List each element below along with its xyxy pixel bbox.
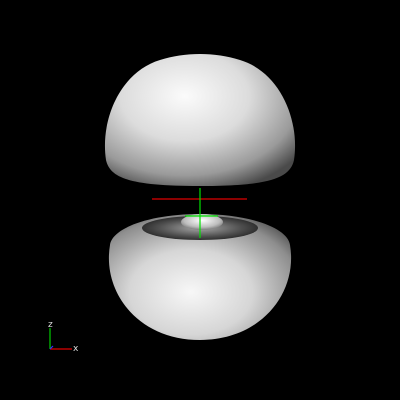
inner-lens	[181, 214, 223, 230]
triad-z-label: z	[48, 320, 53, 330]
triad-y-axis	[49, 345, 54, 350]
lower-lobe	[108, 214, 292, 340]
upper-lobe	[104, 54, 296, 186]
orientation-triad: x z	[48, 320, 79, 354]
triad-x-label: x	[73, 344, 79, 354]
